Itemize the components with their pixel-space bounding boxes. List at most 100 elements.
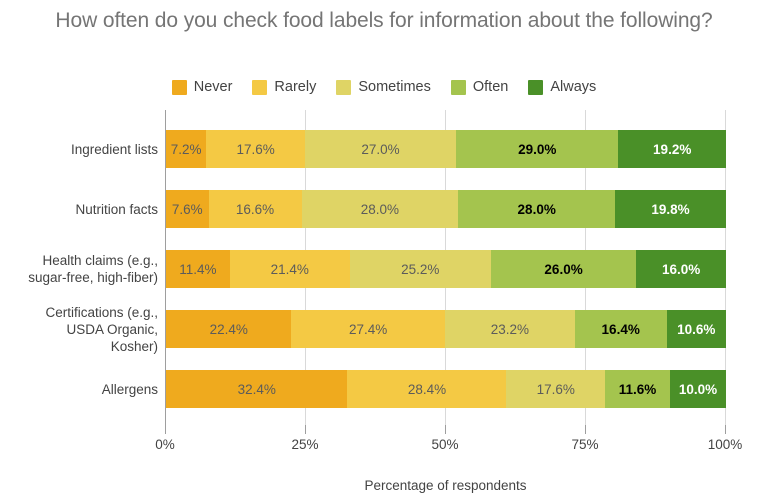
bar-segment-never[interactable]: 11.4% <box>166 250 230 288</box>
x-axis-tick-mark <box>445 425 446 434</box>
bar-segment-value-label: 7.6% <box>171 201 203 217</box>
bar-segment-value-label: 7.2% <box>170 141 202 157</box>
bar-segment-never[interactable]: 7.6% <box>166 190 209 228</box>
y-axis-category-label-line: Health claims (e.g., <box>42 253 158 268</box>
bar-row[interactable]: 32.4% 28.4% 17.6% 11.6% 10.0% <box>166 370 726 408</box>
chart-title: How often do you check food labels for i… <box>55 9 713 32</box>
legend-item-rarely[interactable]: Rarely <box>252 79 316 95</box>
bar-segment-sometimes[interactable]: 17.6% <box>506 370 606 408</box>
bar-segment-value-label: 11.4% <box>179 261 217 277</box>
bar-segment-often[interactable]: 29.0% <box>456 130 619 168</box>
bar-segment-value-label: 17.6% <box>236 141 275 157</box>
bar-segment-always[interactable]: 19.8% <box>615 190 726 228</box>
bar-segment-value-label: 23.2% <box>490 321 529 337</box>
legend-swatch-icon <box>528 79 544 95</box>
bar-segment-sometimes[interactable]: 25.2% <box>349 250 491 288</box>
y-axis-category-label: Allergens <box>1 381 158 398</box>
legend-item-often[interactable]: Often <box>450 79 509 95</box>
bar-segment-rarely[interactable]: 27.4% <box>291 310 445 348</box>
x-axis-ticks: 0% 25% 50% 75% 100% <box>155 425 742 452</box>
bar-segment-value-label: 10.0% <box>678 381 718 397</box>
legend-label: Rarely <box>274 79 317 95</box>
legend-swatch-icon <box>450 79 466 95</box>
bar-segment-value-label: 16.6% <box>235 201 275 217</box>
x-axis-tick-label: 100% <box>707 437 743 452</box>
legend-swatch-icon <box>252 79 268 95</box>
bar-segment-value-label: 28.0% <box>517 201 556 217</box>
bar-segment-value-label: 19.8% <box>651 201 690 217</box>
y-axis-category-label-line: Nutrition facts <box>75 201 158 217</box>
legend-label: Always <box>550 79 597 95</box>
bar-segment-always[interactable]: 10.0% <box>669 370 726 408</box>
y-axis-line <box>165 110 166 425</box>
bar-row[interactable]: 11.4% 21.4% 25.2% 26.0% 16.0% <box>166 250 726 288</box>
y-axis-category-label: Ingredient lists <box>1 141 158 158</box>
y-axis-labels: Ingredient lists Nutrition facts Health cl… <box>0 110 158 425</box>
x-axis-tick-mark <box>585 425 586 434</box>
x-axis-tick-label: 0% <box>155 437 175 452</box>
bar-segment-value-label: 22.4% <box>209 321 248 337</box>
bar-segment-value-label: 28.0% <box>360 201 400 217</box>
x-axis-tick-mark <box>165 425 166 434</box>
bar-segment-often[interactable]: 11.6% <box>605 370 670 408</box>
bar-segment-often[interactable]: 16.4% <box>574 310 667 348</box>
bar-segment-always[interactable]: 10.6% <box>666 310 726 348</box>
x-axis-tick-mark <box>725 425 726 434</box>
bar-segment-rarely[interactable]: 21.4% <box>229 250 350 288</box>
bar-segment-rarely[interactable]: 17.6% <box>206 130 305 168</box>
x-axis-tick-mark <box>305 425 306 434</box>
bar-segment-never[interactable]: 32.4% <box>166 370 348 408</box>
bar-segment-always[interactable]: 16.0% <box>636 250 726 288</box>
legend-swatch-icon <box>171 79 187 95</box>
x-axis-title: Percentage of respondents <box>364 478 527 493</box>
legend-item-never[interactable]: Never <box>171 79 233 95</box>
legend-item-always[interactable]: Always <box>528 79 596 95</box>
bar-segment-value-label: 28.4% <box>407 381 447 397</box>
legend-label: Never <box>193 79 233 95</box>
bar-segment-value-label: 26.0% <box>544 261 583 277</box>
y-axis-category-label-line: sugar-free, high-fiber) <box>28 270 158 285</box>
y-axis-category-label: Certifications (e.g., USDA Organic, Kosher… <box>1 304 158 355</box>
x-axis-tick-label: 50% <box>431 437 459 452</box>
bar-segment-value-label: 16.0% <box>662 261 701 277</box>
legend-label: Often <box>472 79 509 95</box>
bar-segment-sometimes[interactable]: 28.0% <box>301 190 459 228</box>
x-axis-tick-label: 25% <box>291 437 319 452</box>
bar-segment-value-label: 11.6% <box>618 381 657 397</box>
bar-segment-sometimes[interactable]: 23.2% <box>444 310 575 348</box>
bar-segment-never[interactable]: 22.4% <box>166 310 292 348</box>
bar-segment-often[interactable]: 26.0% <box>490 250 637 288</box>
bar-segment-value-label: 32.4% <box>237 381 276 397</box>
bar-segment-sometimes[interactable]: 27.0% <box>304 130 457 168</box>
y-axis-category-label-line: Kosher) <box>110 338 158 354</box>
bar-segment-value-label: 17.6% <box>536 381 575 397</box>
bar-row[interactable]: 22.4% 27.4% 23.2% 16.4% 10.6% <box>166 310 726 348</box>
bar-segment-often[interactable]: 28.0% <box>458 190 616 228</box>
bar-row[interactable]: 7.2% 17.6% 27.0% 29.0% 19.2% <box>166 130 726 168</box>
y-axis-category-label: Health claims (e.g., sugar-free, high-fib… <box>1 252 158 286</box>
plot-area: 7.2% 17.6% 27.0% 29.0% 19.2% 7.6% 16.6% 28.0% 28… <box>165 110 726 425</box>
bar-segment-rarely[interactable]: 16.6% <box>208 190 302 228</box>
bar-segment-value-label: 21.4% <box>270 261 309 277</box>
y-axis-category-label: Nutrition facts <box>1 201 158 218</box>
bar-segment-never[interactable]: 7.2% <box>166 130 207 168</box>
bar-segment-value-label: 27.4% <box>349 321 388 337</box>
bar-segment-value-label: 19.2% <box>653 141 692 157</box>
y-axis-category-label-line: Ingredient lists <box>70 141 158 157</box>
y-axis-category-label-line: Certifications (e.g., <box>45 304 158 320</box>
chart-legend: Never Rarely Sometimes Often Always <box>0 79 768 95</box>
y-axis-category-label-line: USDA Organic, <box>66 321 158 337</box>
legend-swatch-icon <box>336 79 352 95</box>
bar-segment-value-label: 25.2% <box>401 261 440 277</box>
bar-segment-value-label: 10.6% <box>677 321 716 337</box>
bar-segment-value-label: 16.4% <box>601 321 640 337</box>
bar-segment-always[interactable]: 19.2% <box>618 130 726 168</box>
x-axis-tick-label: 75% <box>571 437 599 452</box>
bar-segment-value-label: 27.0% <box>361 141 400 157</box>
legend-label: Sometimes <box>358 79 431 95</box>
bar-row[interactable]: 7.6% 16.6% 28.0% 28.0% 19.8% <box>166 190 726 228</box>
bar-segment-value-label: 29.0% <box>518 141 557 157</box>
bar-segment-rarely[interactable]: 28.4% <box>347 370 507 408</box>
legend-item-sometimes[interactable]: Sometimes <box>336 79 431 95</box>
y-axis-category-label-line: Allergens <box>101 381 158 397</box>
